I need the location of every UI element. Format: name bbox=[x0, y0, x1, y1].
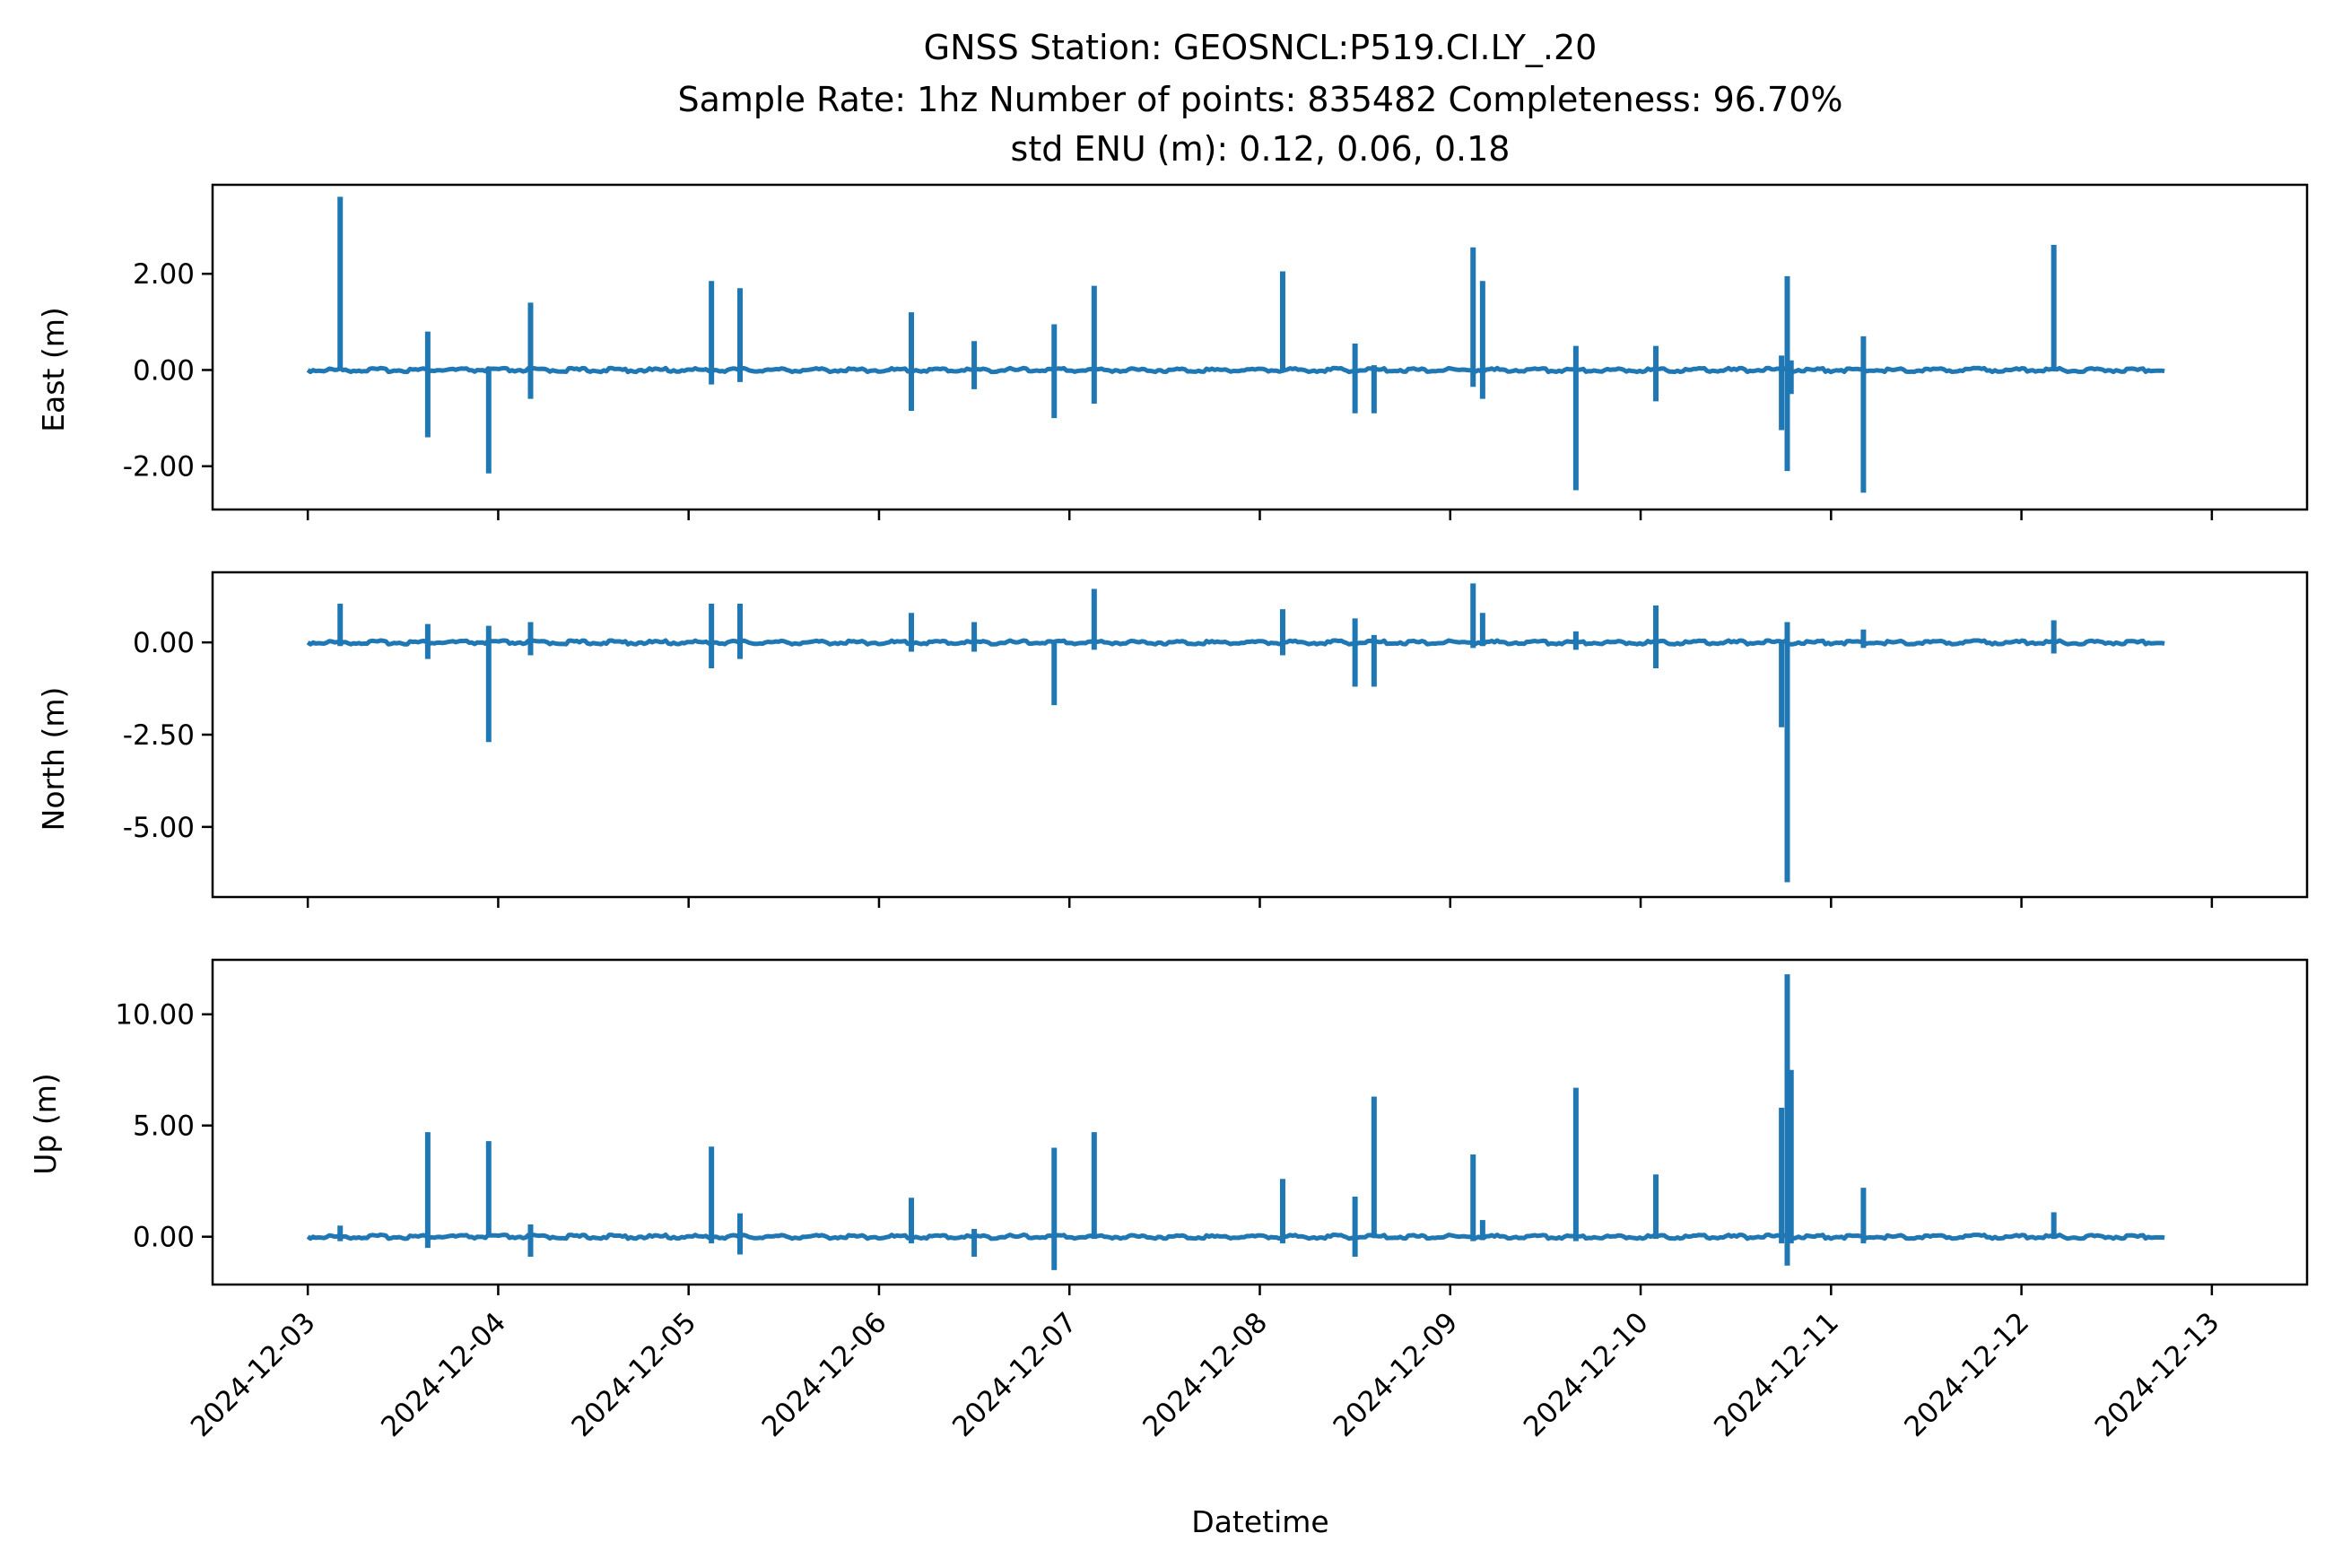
east-ytick-label-2: -2.00 bbox=[123, 451, 195, 483]
up-panel: Up (m) 10.00 5.00 0.00 bbox=[28, 958, 2309, 1295]
chart-title-line-2: Sample Rate: 1hz Number of points: 83548… bbox=[678, 80, 1843, 119]
up-ylabel: Up (m) bbox=[28, 1073, 63, 1175]
up-ytick-label-0: 10.00 bbox=[115, 999, 195, 1032]
up-series-line bbox=[306, 1233, 2165, 1241]
north-ytick-label-0: 0.00 bbox=[133, 627, 195, 659]
x-axis-label: Datetime bbox=[1191, 1504, 1328, 1539]
north-series-group bbox=[306, 583, 2165, 883]
east-series-line bbox=[306, 365, 2165, 375]
north-ytick-label-1: -2.50 bbox=[123, 719, 195, 752]
chart-title-line-3: std ENU (m): 0.12, 0.06, 0.18 bbox=[1011, 129, 1511, 169]
north-ylabel: North (m) bbox=[36, 687, 71, 832]
up-series-group bbox=[306, 974, 2165, 1270]
north-panel: North (m) 0.00 -2.50 -5.00 bbox=[36, 571, 2309, 908]
up-ytick-label-1: 5.00 bbox=[133, 1111, 195, 1143]
east-ytick-label-0: 2.00 bbox=[133, 258, 195, 291]
east-panel: East (m) 2.00 0.00 -2.00 bbox=[36, 183, 2309, 520]
east-ytick-label-1: 0.00 bbox=[133, 354, 195, 387]
north-ytick-label-2: -5.00 bbox=[123, 812, 195, 844]
north-series-line bbox=[306, 638, 2165, 647]
chart-title-line-1: GNSS Station: GEOSNCL:P519.CI.LY_.20 bbox=[924, 28, 1598, 67]
up-ytick-label-2: 0.00 bbox=[133, 1222, 195, 1254]
east-series-group bbox=[306, 196, 2165, 493]
east-ylabel: East (m) bbox=[36, 307, 71, 432]
